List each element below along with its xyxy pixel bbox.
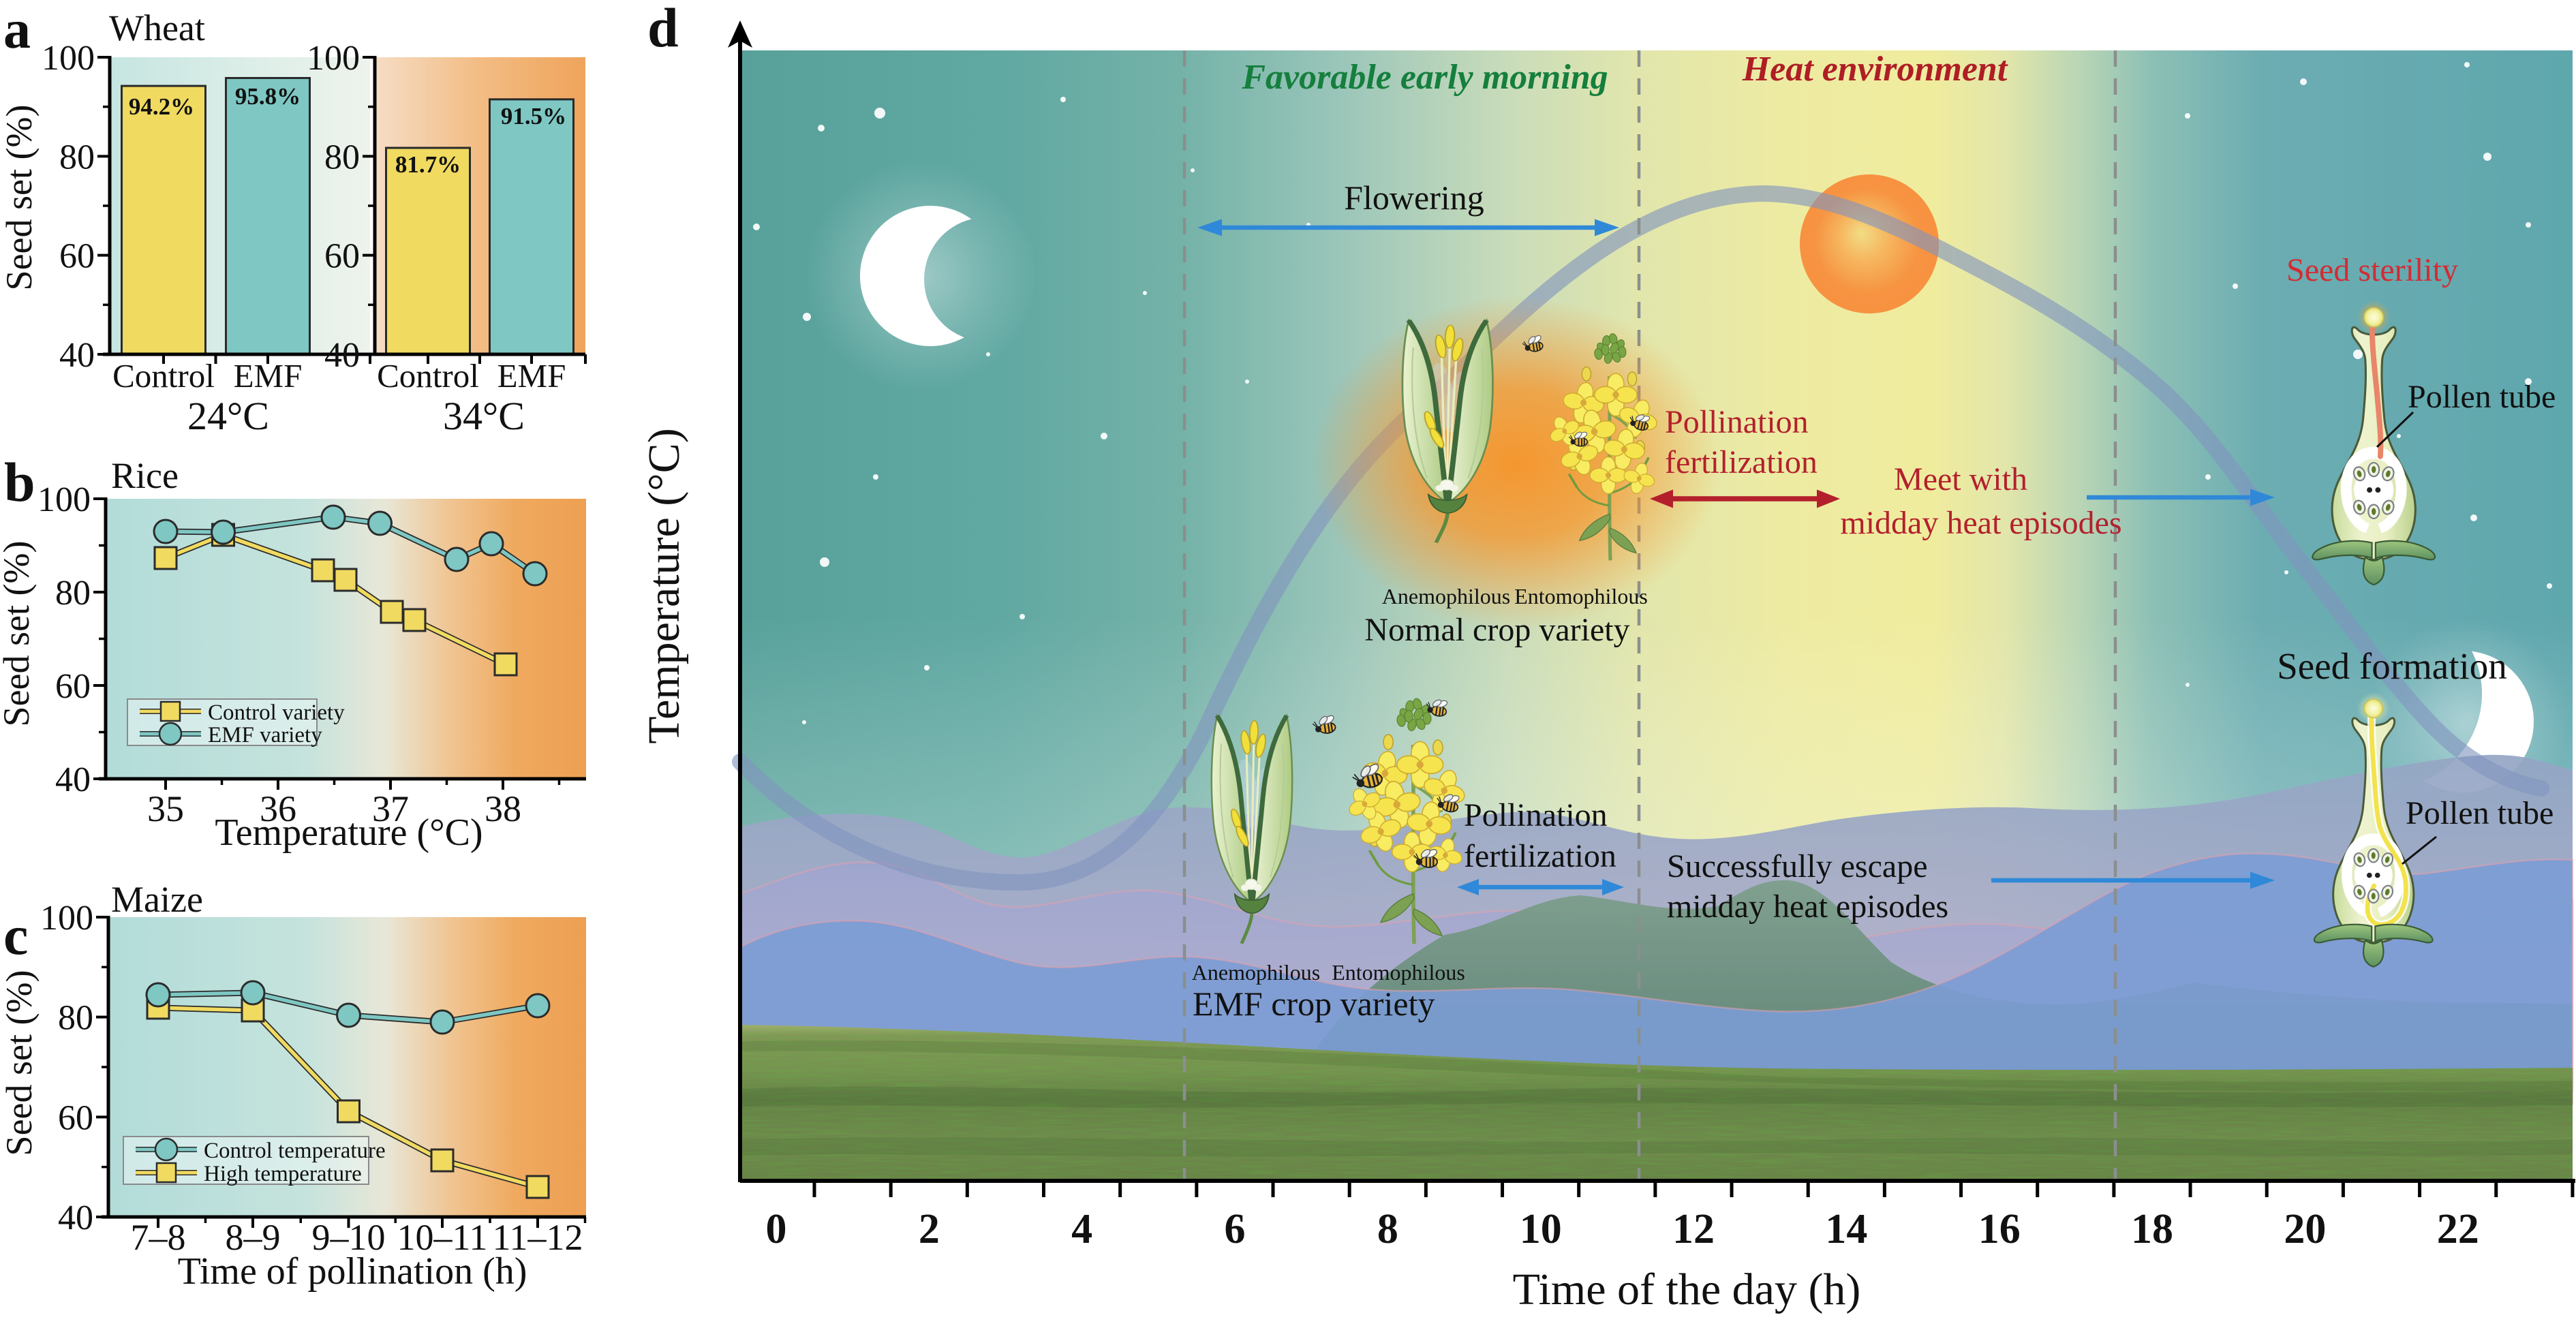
svg-text:4: 4 [1071,1206,1092,1252]
svg-text:d: d [647,0,679,59]
svg-text:16: 16 [1978,1206,2021,1252]
svg-text:38: 38 [485,788,521,829]
svg-text:8: 8 [1377,1206,1398,1252]
svg-text:Time of pollination (h): Time of pollination (h) [178,1250,527,1293]
svg-text:11–12: 11–12 [493,1217,583,1258]
svg-text:Entomophilous: Entomophilous [1514,584,1648,608]
svg-text:34°C: 34°C [443,394,525,438]
svg-text:60: 60 [55,667,91,706]
svg-text:Time of the day (h): Time of the day (h) [1513,1265,1861,1314]
svg-text:EMF: EMF [497,357,566,395]
svg-text:midday heat episodes: midday heat episodes [1840,505,2121,541]
svg-text:fertilization: fertilization [1665,444,1818,480]
svg-text:6: 6 [1225,1206,1246,1252]
svg-text:60: 60 [324,237,360,276]
svg-text:Seed sterility: Seed sterility [2286,252,2458,288]
svg-text:Anemophilous: Anemophilous [1192,960,1320,985]
svg-text:10: 10 [1520,1206,1562,1252]
svg-text:Flowering: Flowering [1344,179,1484,217]
svg-text:c: c [3,904,28,966]
svg-text:Favorable early morning: Favorable early morning [1241,58,1608,97]
svg-text:Pollination: Pollination [1665,404,1809,440]
svg-text:14: 14 [1825,1206,1867,1252]
svg-text:80: 80 [55,574,91,613]
svg-text:18: 18 [2131,1206,2173,1252]
svg-text:10–11: 10–11 [397,1217,488,1258]
svg-text:7–8: 7–8 [131,1217,186,1258]
svg-text:Temperature (°C): Temperature (°C) [215,812,482,854]
svg-text:40: 40 [324,336,360,375]
svg-text:Meet with: Meet with [1894,461,2027,497]
svg-text:Successfully escape: Successfully escape [1667,848,1928,884]
svg-text:Seed formation: Seed formation [2277,645,2507,687]
svg-text:Seed set (%): Seed set (%) [0,541,37,727]
svg-text:40: 40 [55,760,91,799]
svg-text:Wheat: Wheat [109,7,205,48]
svg-text:37: 37 [372,788,409,829]
svg-text:22: 22 [2437,1206,2479,1252]
svg-text:b: b [4,451,35,513]
svg-text:Temperature (°C): Temperature (°C) [639,428,689,743]
svg-text:95.8%: 95.8% [235,83,301,110]
svg-text:100: 100 [42,39,95,78]
svg-text:High temperature: High temperature [204,1162,362,1186]
svg-text:Pollen tube: Pollen tube [2408,379,2556,415]
svg-text:100: 100 [40,899,93,938]
svg-text:9–10: 9–10 [312,1217,386,1258]
svg-text:2: 2 [919,1206,940,1252]
svg-text:94.2%: 94.2% [129,93,194,120]
svg-text:Control: Control [377,357,479,395]
svg-text:60: 60 [58,1098,93,1137]
svg-text:Anemophilous: Anemophilous [1382,584,1510,608]
svg-text:Rice: Rice [111,455,179,496]
svg-text:0: 0 [766,1206,787,1252]
svg-text:EMF variety: EMF variety [208,723,322,747]
svg-text:24°C: 24°C [187,394,269,438]
svg-text:Seed set (%): Seed set (%) [0,105,40,291]
svg-text:Seed set (%): Seed set (%) [0,970,40,1156]
svg-text:100: 100 [37,480,91,519]
svg-text:40: 40 [58,1199,93,1237]
svg-text:80: 80 [58,999,93,1038]
svg-text:Maize: Maize [111,879,203,920]
svg-text:Normal crop variety: Normal crop variety [1364,612,1629,648]
svg-text:Control: Control [112,357,215,395]
svg-text:100: 100 [307,39,360,78]
svg-text:Pollen tube: Pollen tube [2406,795,2554,831]
svg-text:80: 80 [324,138,360,176]
svg-text:Control variety: Control variety [208,700,345,725]
svg-text:12: 12 [1672,1206,1715,1252]
svg-text:8–9: 8–9 [226,1217,281,1258]
svg-text:40: 40 [59,336,95,375]
svg-text:80: 80 [59,138,95,176]
svg-text:20: 20 [2284,1206,2326,1252]
svg-text:Control temperature: Control temperature [204,1139,386,1163]
svg-text:Pollination: Pollination [1464,797,1608,833]
svg-text:91.5%: 91.5% [501,103,566,129]
svg-text:36: 36 [260,788,296,829]
svg-text:EMF crop variety: EMF crop variety [1193,985,1435,1023]
svg-text:35: 35 [147,788,184,829]
svg-text:60: 60 [59,237,95,276]
svg-text:Entomophilous: Entomophilous [1332,960,1465,985]
svg-text:EMF: EMF [234,357,303,395]
svg-text:a: a [3,0,31,60]
svg-text:Heat environment: Heat environment [1742,50,2008,89]
svg-text:fertilization: fertilization [1464,838,1616,874]
svg-text:midday heat episodes: midday heat episodes [1667,889,1948,925]
svg-text:81.7%: 81.7% [395,151,461,178]
